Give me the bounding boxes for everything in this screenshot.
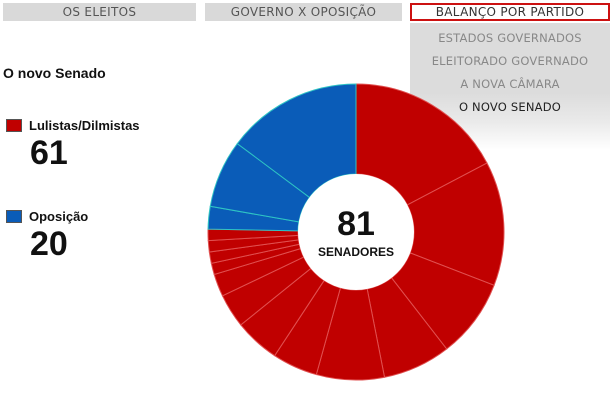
legend-swatch-government [6, 119, 22, 132]
donut-center-hole [298, 174, 414, 290]
submenu-item-estados-governados[interactable]: ESTADOS GOVERNADOS [438, 31, 582, 45]
legend-label-opposition: Oposição [29, 209, 89, 224]
submenu-item-o-novo-senado[interactable]: O NOVO SENADO [458, 100, 562, 114]
legend-value-government: 61 [30, 134, 68, 172]
tab-governo-x-oposicao[interactable]: GOVERNO X OPOSIÇÃO [205, 3, 402, 21]
center-label: SENADORES [318, 245, 394, 259]
tab-os-eleitos[interactable]: OS ELEITOS [3, 3, 196, 21]
submenu-item-eleitorado-governado[interactable]: ELEITORADO GOVERNADO [431, 54, 589, 68]
legend-label-government: Lulistas/Dilmistas [29, 118, 140, 133]
center-value: 81 [337, 205, 375, 243]
legend-swatch-opposition [6, 210, 22, 223]
tab-balanco-por-partido[interactable]: BALANÇO POR PARTIDO [410, 3, 610, 21]
legend-value-opposition: 20 [30, 225, 68, 263]
submenu-item-a-nova-camara[interactable]: A NOVA CÂMARA [460, 77, 560, 91]
page-title: O novo Senado [3, 65, 106, 81]
donut-slices [207, 83, 505, 381]
